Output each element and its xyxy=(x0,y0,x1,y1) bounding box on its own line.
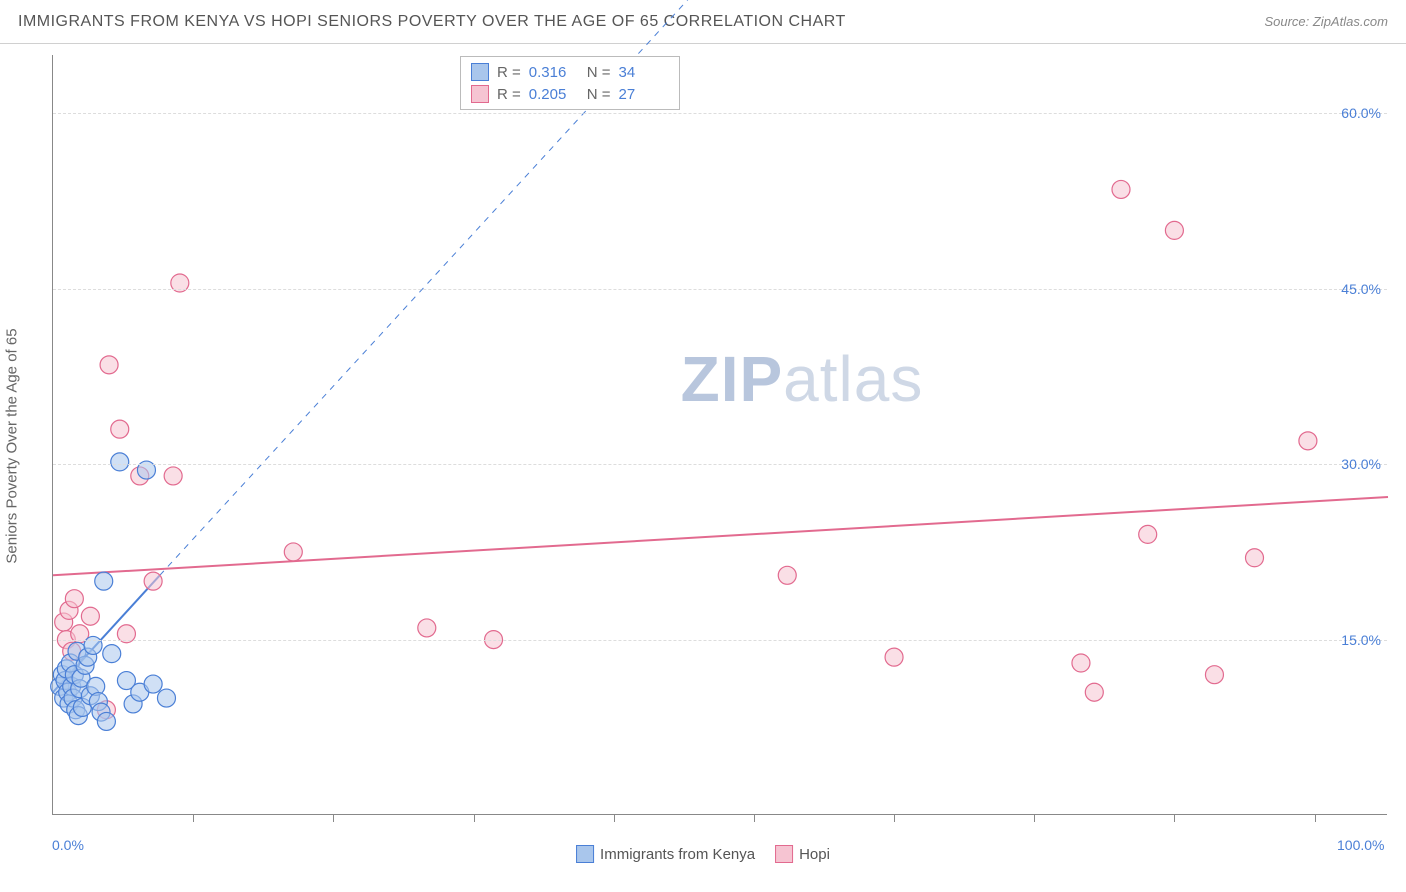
x-tick xyxy=(1315,814,1316,822)
y-tick-label: 30.0% xyxy=(1341,456,1381,472)
legend-n-label: N = xyxy=(587,86,611,103)
x-tick xyxy=(1034,814,1035,822)
chart-title: IMMIGRANTS FROM KENYA VS HOPI SENIORS PO… xyxy=(18,13,846,31)
data-point-blue xyxy=(157,689,175,707)
legend-n-label: N = xyxy=(587,64,611,81)
data-point-pink xyxy=(1205,666,1223,684)
data-point-blue xyxy=(103,645,121,663)
x-tick xyxy=(333,814,334,822)
x-axis-max-label: 100.0% xyxy=(1337,837,1384,853)
data-point-pink xyxy=(81,607,99,625)
x-tick xyxy=(894,814,895,822)
data-point-blue xyxy=(111,453,129,471)
legend-swatch xyxy=(576,845,594,863)
legend-correlation-row: R = 0.316 N = 34 xyxy=(471,61,669,83)
legend-n-value: 27 xyxy=(619,86,669,103)
gridline xyxy=(53,289,1387,290)
legend-correlation-row: R = 0.205 N = 27 xyxy=(471,83,669,105)
data-point-pink xyxy=(885,648,903,666)
chart-header: IMMIGRANTS FROM KENYA VS HOPI SENIORS PO… xyxy=(0,0,1406,44)
data-point-pink xyxy=(144,572,162,590)
data-point-blue xyxy=(144,675,162,693)
data-point-blue xyxy=(95,572,113,590)
legend-n-value: 34 xyxy=(619,64,669,81)
data-point-pink xyxy=(1246,549,1264,567)
y-axis-title: Seniors Poverty Over the Age of 65 xyxy=(4,328,21,563)
x-tick xyxy=(614,814,615,822)
legend-series-label: Immigrants from Kenya xyxy=(600,846,755,863)
legend-correlation: R = 0.316 N = 34 R = 0.205 N = 27 xyxy=(460,56,680,110)
data-point-pink xyxy=(164,467,182,485)
legend-series-item: Hopi xyxy=(775,845,830,863)
data-point-pink xyxy=(100,356,118,374)
data-point-pink xyxy=(1165,221,1183,239)
legend-swatch xyxy=(471,85,489,103)
data-point-pink xyxy=(65,590,83,608)
data-point-pink xyxy=(1085,683,1103,701)
legend-series: Immigrants from Kenya Hopi xyxy=(576,845,830,863)
chart-svg xyxy=(53,55,1387,814)
data-point-pink xyxy=(1139,525,1157,543)
x-tick xyxy=(754,814,755,822)
y-tick-label: 45.0% xyxy=(1341,281,1381,297)
data-point-pink xyxy=(1072,654,1090,672)
y-tick-label: 15.0% xyxy=(1341,632,1381,648)
x-tick xyxy=(474,814,475,822)
y-tick-label: 60.0% xyxy=(1341,105,1381,121)
legend-r-label: R = xyxy=(497,86,521,103)
legend-r-value: 0.316 xyxy=(529,64,579,81)
legend-swatch xyxy=(775,845,793,863)
legend-r-value: 0.205 xyxy=(529,86,579,103)
data-point-pink xyxy=(778,566,796,584)
x-axis-min-label: 0.0% xyxy=(52,837,84,853)
data-point-pink xyxy=(1299,432,1317,450)
legend-series-label: Hopi xyxy=(799,846,830,863)
data-point-pink xyxy=(111,420,129,438)
gridline xyxy=(53,640,1387,641)
scatter-plot-area: ZIPatlas 15.0%30.0%45.0%60.0% xyxy=(52,55,1387,815)
gridline xyxy=(53,464,1387,465)
legend-r-label: R = xyxy=(497,64,521,81)
gridline xyxy=(53,113,1387,114)
x-tick xyxy=(193,814,194,822)
x-tick xyxy=(1174,814,1175,822)
chart-source: Source: ZipAtlas.com xyxy=(1264,14,1388,29)
trendline-pink xyxy=(53,497,1388,575)
data-point-pink xyxy=(418,619,436,637)
data-point-pink xyxy=(284,543,302,561)
data-point-pink xyxy=(1112,180,1130,198)
legend-series-item: Immigrants from Kenya xyxy=(576,845,755,863)
data-point-blue xyxy=(97,712,115,730)
legend-swatch xyxy=(471,63,489,81)
